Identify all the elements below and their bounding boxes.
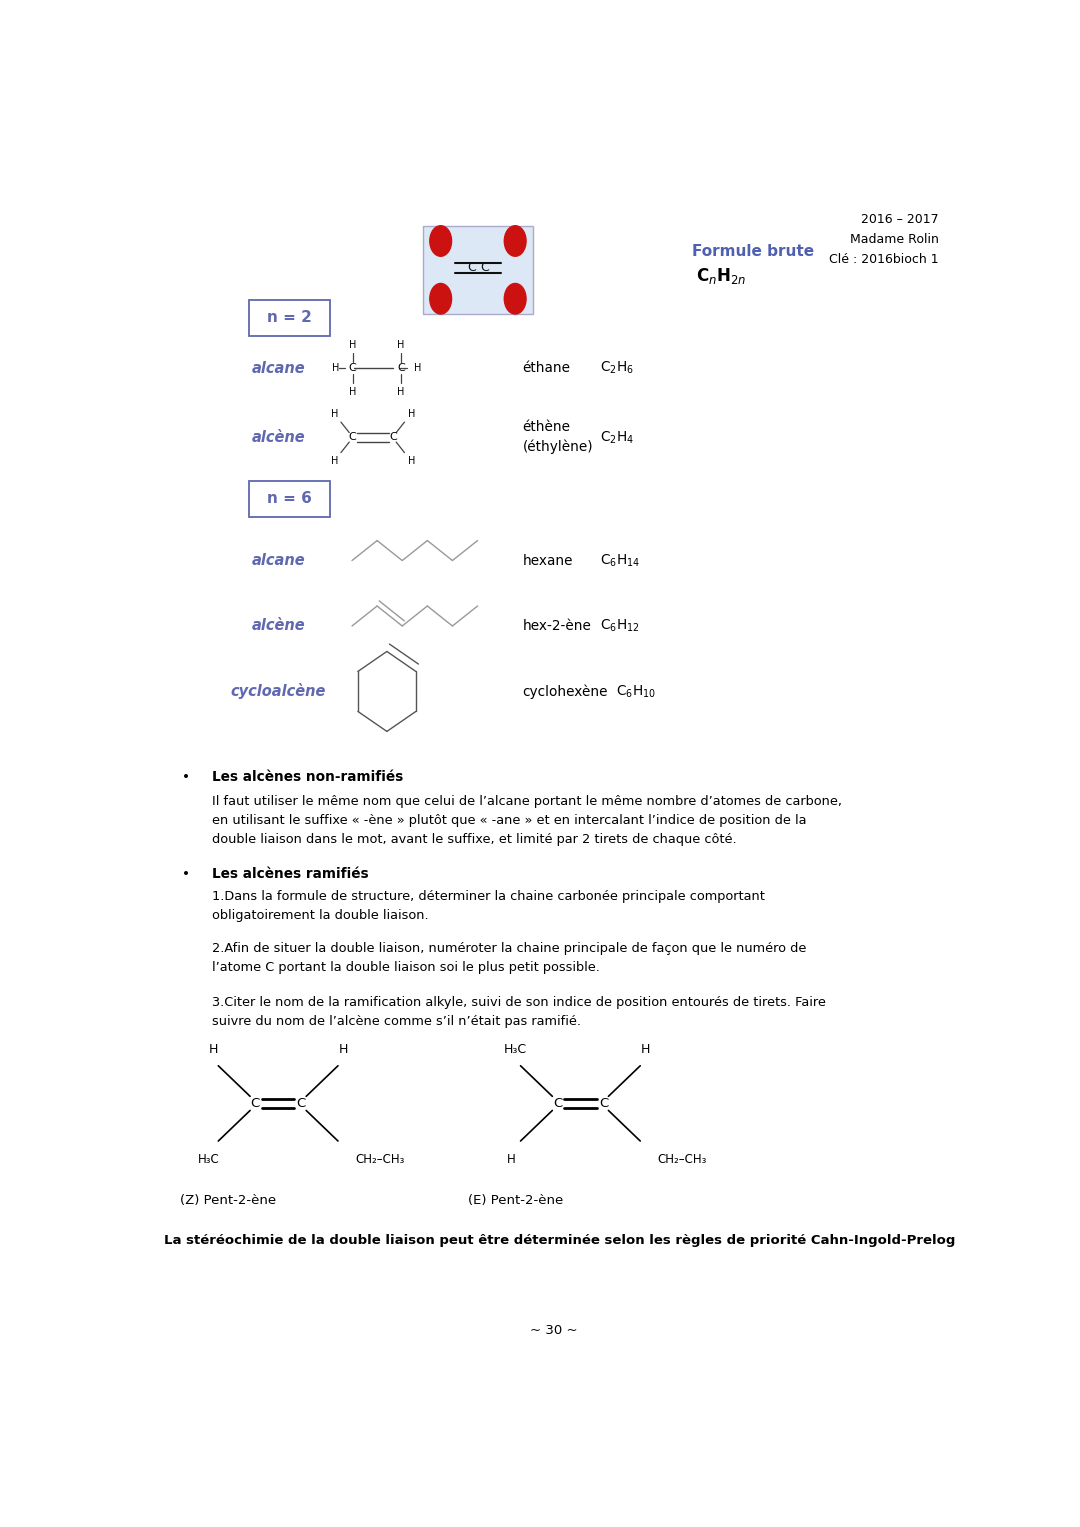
Circle shape: [430, 284, 451, 315]
Text: $\mathrm{C_2H_6}$: $\mathrm{C_2H_6}$: [600, 360, 634, 376]
Text: La stéréochimie de la double liaison peut être déterminée selon les règles de pr: La stéréochimie de la double liaison peu…: [164, 1234, 956, 1248]
Text: C: C: [481, 261, 489, 275]
Text: CH₂–CH₃: CH₂–CH₃: [658, 1153, 707, 1167]
Text: éthane: éthane: [523, 360, 570, 376]
Text: H: H: [349, 339, 356, 350]
Text: $\mathrm{C_6H_{12}}$: $\mathrm{C_6H_{12}}$: [600, 618, 639, 634]
Text: C: C: [598, 1096, 608, 1110]
Text: alcène: alcène: [252, 429, 306, 444]
Circle shape: [430, 226, 451, 257]
Text: 1.Dans la formule de structure, déterminer la chaine carbonée principale comport: 1.Dans la formule de structure, détermin…: [213, 890, 766, 922]
Text: H: H: [333, 363, 339, 373]
Text: hex-2-ène: hex-2-ène: [523, 618, 592, 634]
Text: C: C: [251, 1096, 260, 1110]
Text: •: •: [181, 770, 189, 783]
Text: H: H: [208, 1043, 218, 1055]
Text: $\mathrm{C_6H_{14}}$: $\mathrm{C_6H_{14}}$: [600, 553, 640, 568]
Text: 3.Citer le nom de la ramification alkyle, suivi de son indice de position entour: 3.Citer le nom de la ramification alkyle…: [213, 996, 826, 1028]
Text: H: H: [407, 457, 415, 466]
Text: Formule brute: Formule brute: [691, 243, 813, 258]
Text: alcane: alcane: [252, 360, 306, 376]
Text: H: H: [330, 457, 338, 466]
Text: C: C: [467, 261, 475, 275]
Text: •: •: [181, 867, 189, 881]
Text: (Z) Pent-2-ène: (Z) Pent-2-ène: [180, 1194, 276, 1208]
Circle shape: [504, 226, 526, 257]
Text: $\mathbf{C}_n\mathbf{H}_{2n}$: $\mathbf{C}_n\mathbf{H}_{2n}$: [696, 266, 746, 286]
Text: Les alcènes ramifiés: Les alcènes ramifiés: [213, 867, 369, 881]
Text: ~ 30 ~: ~ 30 ~: [529, 1324, 578, 1338]
Text: H: H: [415, 363, 421, 373]
Text: $\mathrm{C_2H_4}$: $\mathrm{C_2H_4}$: [600, 429, 634, 446]
Text: 2.Afin de situer la double liaison, numéroter la chaine principale de façon que : 2.Afin de situer la double liaison, numé…: [213, 942, 807, 974]
Text: C: C: [297, 1096, 306, 1110]
FancyBboxPatch shape: [423, 226, 532, 315]
Text: 2016 – 2017
Madame Rolin
Clé : 2016bioch 1: 2016 – 2017 Madame Rolin Clé : 2016bioch…: [828, 212, 939, 266]
Text: H: H: [397, 386, 405, 397]
Text: H: H: [407, 409, 415, 418]
Text: n = 2: n = 2: [267, 310, 312, 325]
Text: H: H: [338, 1043, 348, 1055]
Text: $\mathrm{C_6H_{10}}$: $\mathrm{C_6H_{10}}$: [616, 683, 656, 699]
Text: C: C: [397, 363, 405, 373]
Text: C: C: [389, 432, 396, 443]
Text: H₃C: H₃C: [199, 1153, 220, 1167]
FancyBboxPatch shape: [248, 299, 329, 336]
Text: C: C: [349, 432, 356, 443]
Text: Il faut utiliser le même nom que celui de l’alcane portant le même nombre d’atom: Il faut utiliser le même nom que celui d…: [213, 796, 842, 846]
Text: CH₂–CH₃: CH₂–CH₃: [355, 1153, 405, 1167]
Text: alcène: alcène: [252, 618, 306, 634]
Text: Les alcènes non-ramifiés: Les alcènes non-ramifiés: [213, 770, 404, 783]
Text: hexane: hexane: [523, 554, 573, 568]
Text: H: H: [349, 386, 356, 397]
Text: (E) Pent-2-ène: (E) Pent-2-ène: [469, 1194, 564, 1208]
Text: H: H: [507, 1153, 516, 1167]
Text: cyclohexène: cyclohexène: [523, 684, 608, 699]
Text: C: C: [349, 363, 356, 373]
Circle shape: [504, 284, 526, 315]
Text: cycloalcène: cycloalcène: [231, 684, 326, 699]
FancyBboxPatch shape: [248, 481, 329, 518]
Text: n = 6: n = 6: [267, 492, 312, 507]
Text: H: H: [640, 1043, 650, 1055]
Text: C: C: [553, 1096, 562, 1110]
Text: éthène
(éthylène): éthène (éthylène): [523, 420, 593, 455]
Text: alcane: alcane: [252, 553, 306, 568]
Text: H: H: [397, 339, 405, 350]
Text: H₃C: H₃C: [504, 1043, 527, 1055]
Text: H: H: [330, 409, 338, 418]
